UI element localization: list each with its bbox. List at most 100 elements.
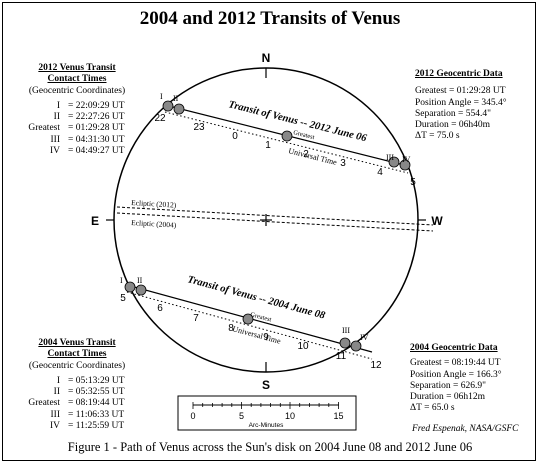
transit-2004-path: I II III IV Greatest Transit of Venus --… — [120, 274, 382, 371]
geo-value: = 554.4" — [458, 108, 492, 119]
contact-2004-label-1: I — [120, 276, 123, 285]
contact-2004-label-2: II — [137, 276, 143, 285]
contact-row: II = 22:27:26 UT — [16, 112, 138, 123]
contact-2012-label-2: II — [173, 94, 179, 103]
hour-2012-0: 0 — [232, 131, 238, 142]
venus-2012-contact-4 — [399, 159, 411, 171]
contact-value: = 08:19:44 UT — [68, 398, 125, 409]
hour-2004-7: 7 — [193, 313, 199, 324]
geo-value: = 166.3° — [468, 369, 502, 380]
contact-label: III — [50, 409, 61, 420]
hour-2012-5: 5 — [410, 177, 416, 188]
contact-value: = 11:06:33 UT — [68, 409, 125, 420]
scale-bar: 0 5 10 15 Arc-Minutes — [177, 395, 357, 431]
venus-2004-greatest — [242, 313, 254, 325]
hour-2012-1: 1 — [265, 140, 271, 151]
contact-label: I — [56, 375, 60, 386]
figure-title: 2004 and 2012 Transits of Venus — [139, 8, 401, 29]
east-label: E — [91, 214, 99, 228]
contact-row: Greatest = 08:19:44 UT — [16, 398, 138, 409]
geo-value: = 626.9" — [453, 380, 487, 391]
hour-ticks-2012: 22 23 0 1 2 3 4 5 — [154, 113, 416, 188]
scale-tick-5: 5 — [239, 411, 244, 421]
venus-2012-contact-3 — [388, 156, 400, 168]
figure-caption: Figure 1 - Path of Venus across the Sun'… — [67, 440, 473, 454]
geo-value: = 01:29:28 UT — [449, 86, 506, 97]
contact-2004-label-4: IV — [360, 333, 369, 342]
west-label: W — [431, 214, 443, 228]
contact-2012-label-4: IV — [402, 155, 411, 164]
hour-2012-2: 2 — [303, 149, 309, 160]
hour-2004-10: 10 — [297, 341, 309, 352]
geo-value: = 06h40m — [451, 120, 491, 131]
geo-label: Separation — [410, 380, 451, 391]
panel-2004-contact-times: 2004 Venus Transit Contact Times (Geocen… — [16, 338, 138, 432]
panel-2012-subheading: (Geocentric Coordinates) — [28, 85, 126, 96]
south-label: S — [262, 378, 270, 392]
venus-2012-greatest — [281, 130, 293, 142]
contact-value: = 01:29:28 UT — [68, 123, 125, 134]
contact-row: IV = 11:25:59 UT — [16, 421, 138, 432]
contact-2012-label-3: III — [386, 153, 394, 162]
geo-value: = 345.4° — [473, 97, 507, 108]
geo-2012-heading: 2012 Geocentric Data — [415, 69, 503, 79]
geo-label: Separation — [415, 108, 456, 119]
geo-label: Duration — [415, 120, 449, 131]
geo-row: Duration = 06h12m — [410, 392, 535, 403]
hour-2004-12: 12 — [370, 360, 382, 371]
contact-row: IV = 04:49:27 UT — [16, 146, 138, 157]
venus-2012-contact-2 — [173, 103, 185, 115]
panel-2012-heading-1: 2012 Venus Transit — [38, 63, 116, 73]
panel-2004-geocentric-data: 2004 Geocentric Data Greatest = 08:19:44… — [410, 343, 535, 415]
venus-2004-contact-3 — [339, 337, 351, 349]
scale-tick-0: 0 — [190, 411, 195, 421]
panel-2004-heading-2: Contact Times — [47, 349, 107, 360]
contact-row: III = 11:06:33 UT — [16, 410, 138, 421]
panel-2012-contact-times: 2012 Venus Transit Contact Times (Geocen… — [16, 63, 138, 157]
geo-row: Duration = 06h40m — [415, 120, 535, 131]
hour-ticks-2004: 5 6 7 8 9 10 11 12 — [120, 293, 382, 371]
geo-row: Position Angle = 345.4° — [415, 98, 535, 109]
geo-value: = 75.0 s — [429, 131, 460, 142]
scale-tick-15: 15 — [333, 411, 343, 421]
geo-row: Greatest = 01:29:28 UT — [415, 86, 535, 97]
ecliptic-2012-label: Ecliptic (2012) — [131, 198, 177, 210]
geo-2004-heading: 2004 Geocentric Data — [410, 343, 498, 353]
panel-2004-subheading: (Geocentric Coordinates) — [28, 360, 126, 371]
contact-value: = 11:25:59 UT — [68, 421, 125, 432]
geo-label: Position Angle — [415, 97, 472, 108]
geo-label: Position Angle — [410, 369, 467, 380]
hour-2012-3: 3 — [340, 158, 346, 169]
contact-2004-label-3: III — [342, 326, 350, 335]
geo-value: = 65.0 s — [424, 403, 455, 414]
panel-2012-heading-2: Contact Times — [47, 74, 107, 85]
hour-2012-23: 23 — [193, 122, 205, 133]
scale-bar-label: Arc-Minutes — [249, 422, 284, 429]
contact-value: = 05:32:55 UT — [68, 387, 125, 398]
hour-2004-6: 6 — [157, 303, 163, 314]
geo-row: Greatest = 08:19:44 UT — [410, 358, 535, 369]
venus-2012-contact-1 — [162, 100, 174, 112]
contact-row: II = 05:32:55 UT — [16, 387, 138, 398]
venus-2004-contact-2 — [135, 284, 147, 296]
ecliptic-2004-line — [116, 212, 434, 232]
geo-value: = 08:19:44 UT — [444, 358, 501, 369]
contact-label: III — [50, 134, 61, 145]
geo-label: ΔT — [415, 131, 427, 142]
contact-label: IV — [49, 146, 60, 157]
contact-label: Greatest — [28, 398, 60, 409]
ecliptic-2004-label: Ecliptic (2004) — [131, 218, 177, 230]
hour-2004-9: 9 — [263, 332, 269, 343]
contact-value: = 22:27:26 UT — [68, 112, 125, 123]
contact-row: I = 22:09:29 UT — [16, 101, 138, 112]
hour-2004-5: 5 — [120, 293, 126, 304]
north-label: N — [262, 51, 271, 65]
panel-2012-geocentric-data: 2012 Geocentric Data Greatest = 01:29:28… — [415, 69, 535, 143]
hour-2012-4: 4 — [377, 167, 383, 178]
geo-row: ΔT = 65.0 s — [410, 403, 535, 414]
panel-2004-heading-1: 2004 Venus Transit — [38, 338, 116, 348]
contact-row: I = 05:13:29 UT — [16, 376, 138, 387]
contact-row: III = 04:31:30 UT — [16, 135, 138, 146]
ecliptic-2012-line — [116, 206, 434, 226]
